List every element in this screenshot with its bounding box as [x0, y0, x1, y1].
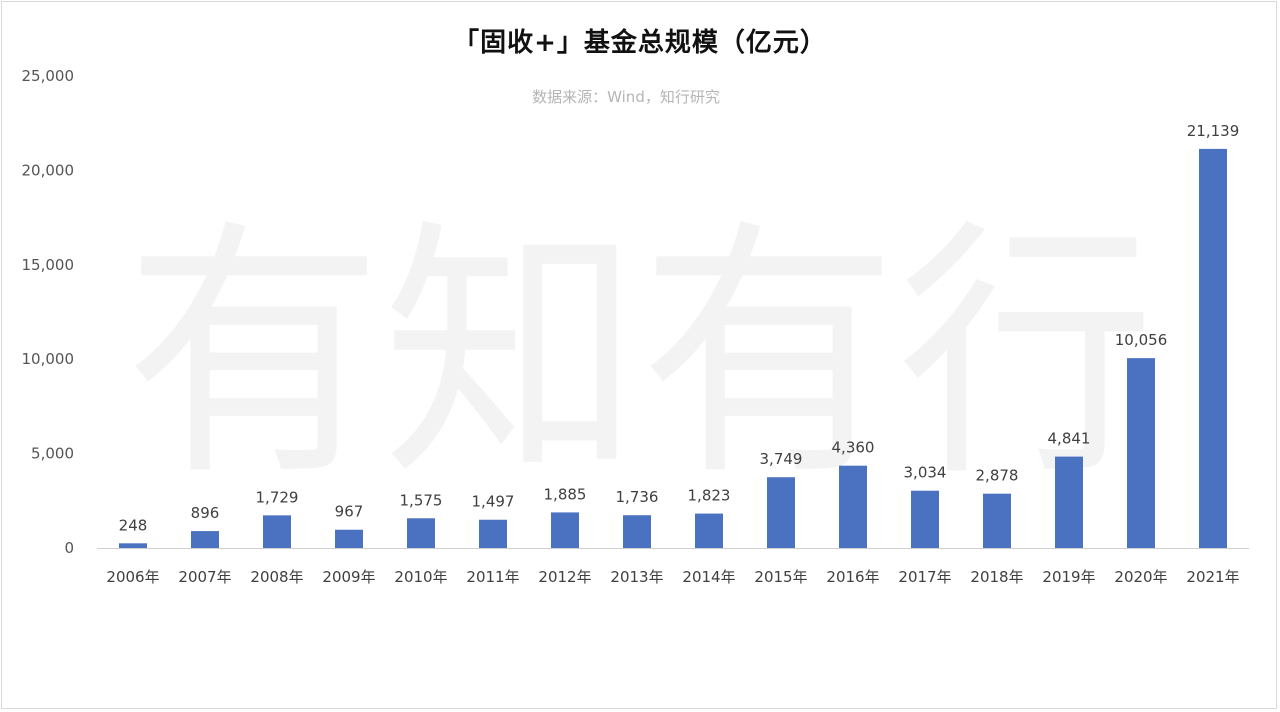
data-label: 3,034	[904, 464, 947, 482]
x-tick-label: 2015年	[754, 568, 807, 586]
bar	[839, 465, 867, 548]
x-tick-label: 2008年	[250, 568, 303, 586]
bar	[551, 512, 579, 548]
bar	[479, 519, 507, 548]
x-tick-label: 2007年	[178, 568, 231, 586]
data-labels-group: 248 896 1,729 967 1,575 1,497 1,885 1,736 1,823 3…	[119, 122, 1240, 534]
bar	[191, 531, 219, 548]
x-tick-label: 2011年	[466, 568, 519, 586]
x-tick-label: 2020年	[1114, 568, 1167, 586]
data-label: 1,736	[616, 488, 659, 506]
watermark-text: 有知有行	[125, 197, 1155, 512]
data-label: 4,360	[832, 439, 875, 457]
data-label: 21,139	[1187, 122, 1240, 140]
x-tick-label: 2009年	[322, 568, 375, 586]
x-tick-label: 2013年	[610, 568, 663, 586]
data-label: 3,749	[760, 450, 803, 468]
x-tick-label: 2016年	[826, 568, 879, 586]
data-label: 2,878	[976, 467, 1019, 485]
data-label: 1,729	[256, 488, 299, 506]
chart-title: 「固收+」基金总规模（亿元）	[453, 28, 827, 58]
bar	[335, 529, 363, 548]
y-tick-label: 15,000	[22, 256, 75, 274]
bar	[911, 490, 939, 548]
bar	[767, 477, 795, 548]
bar	[695, 513, 723, 548]
data-label: 1,575	[400, 491, 443, 509]
x-axis-ticks: 2006年 2007年 2008年 2009年 2010年 2011年 2012年 2013年…	[106, 568, 1239, 586]
x-tick-label: 2010年	[394, 568, 447, 586]
bar	[407, 518, 435, 548]
bar	[1127, 358, 1155, 548]
x-tick-label: 2012年	[538, 568, 591, 586]
bar	[1055, 456, 1083, 548]
y-tick-label: 10,000	[22, 350, 75, 368]
x-tick-label: 2018年	[970, 568, 1023, 586]
bar	[119, 543, 147, 548]
data-label: 967	[335, 503, 364, 521]
y-tick-label: 0	[64, 539, 74, 557]
data-label: 4,841	[1048, 430, 1091, 448]
chart-subtitle: 数据来源：Wind，知行研究	[532, 88, 720, 106]
y-axis-ticks: 0 5,000 10,000 15,000 20,000 25,000	[22, 67, 75, 557]
data-label: 1,497	[472, 493, 515, 511]
bars-group	[119, 148, 1227, 548]
bar	[263, 515, 291, 548]
bar	[983, 493, 1011, 548]
y-tick-label: 20,000	[22, 161, 75, 179]
x-tick-label: 2019年	[1042, 568, 1095, 586]
x-tick-label: 2017年	[898, 568, 951, 586]
x-tick-label: 2014年	[682, 568, 735, 586]
data-label: 896	[191, 504, 220, 522]
data-label: 248	[119, 516, 148, 534]
data-label: 1,885	[544, 485, 587, 503]
y-tick-label: 25,000	[22, 67, 75, 85]
bar	[1199, 148, 1227, 548]
data-label: 1,823	[688, 487, 731, 505]
data-label: 10,056	[1115, 331, 1168, 349]
x-tick-label: 2021年	[1186, 568, 1239, 586]
x-tick-label: 2006年	[106, 568, 159, 586]
y-tick-label: 5,000	[31, 445, 74, 463]
bar	[623, 515, 651, 548]
